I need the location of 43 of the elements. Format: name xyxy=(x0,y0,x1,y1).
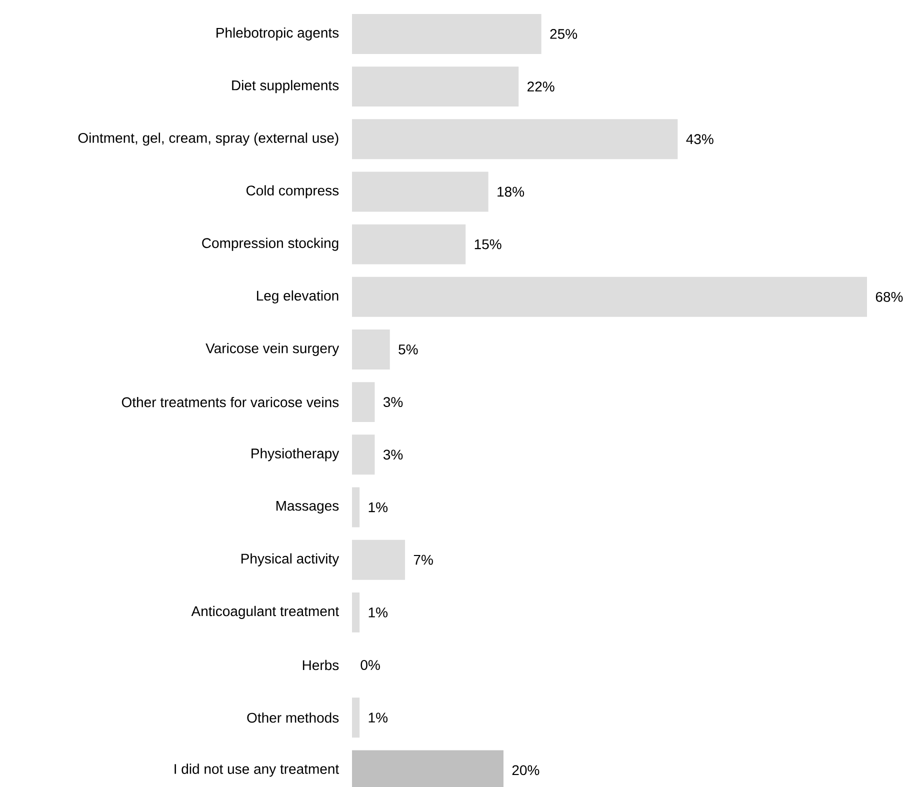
y-tick-label: Phlebotropic agents xyxy=(216,27,339,40)
y-tick-label: Ointment, gel, cream, spray (external use) xyxy=(78,132,338,146)
y-tick-label: Physical activity xyxy=(241,553,340,566)
y-tick-label: I did not use any treatment xyxy=(174,764,340,777)
bar xyxy=(352,224,466,264)
y-tick-label: Herbs xyxy=(302,660,339,670)
data-label: 3% xyxy=(383,450,403,460)
y-tick-label: Anticoagulant treatment xyxy=(191,606,339,619)
data-label: 18% xyxy=(498,186,524,197)
y-tick-label: Other treatments for varicose veins xyxy=(122,396,339,408)
y-tick-label: Physiotherapy xyxy=(252,448,340,462)
bar xyxy=(352,119,678,160)
bar xyxy=(352,14,542,54)
bar xyxy=(352,540,406,580)
bar xyxy=(352,382,375,422)
bar xyxy=(352,172,488,212)
y-tick-label: Massages xyxy=(276,500,339,514)
data-label: 3% xyxy=(383,397,403,408)
data-label: 1% xyxy=(368,502,388,512)
y-tick-label: Compression stocking xyxy=(202,238,338,251)
bar xyxy=(352,330,390,370)
bar xyxy=(352,276,868,317)
data-label: 25% xyxy=(550,29,578,39)
y-tick-label: Varicose vein surgery xyxy=(206,342,340,356)
y-tick-label: Diet supplements xyxy=(232,80,339,94)
data-label: 7% xyxy=(414,554,433,565)
data-label: 1% xyxy=(368,712,388,722)
data-label: 20% xyxy=(512,765,540,776)
data-label: 68% xyxy=(876,292,903,302)
data-label: 0% xyxy=(360,660,380,670)
data-label: 43% xyxy=(686,134,714,144)
y-tick-label: Other methods xyxy=(247,712,339,723)
data-label: 22% xyxy=(528,82,554,92)
y-tick-label: Cold compress xyxy=(246,185,339,198)
bar xyxy=(352,592,360,632)
bar xyxy=(352,487,360,528)
data-label: 5% xyxy=(398,344,418,354)
data-label: 1% xyxy=(368,608,388,618)
bar xyxy=(352,698,360,738)
y-tick-label: Leg elevation xyxy=(257,290,338,304)
bar xyxy=(352,66,519,107)
bar xyxy=(352,434,375,475)
data-label: 15% xyxy=(474,239,502,250)
